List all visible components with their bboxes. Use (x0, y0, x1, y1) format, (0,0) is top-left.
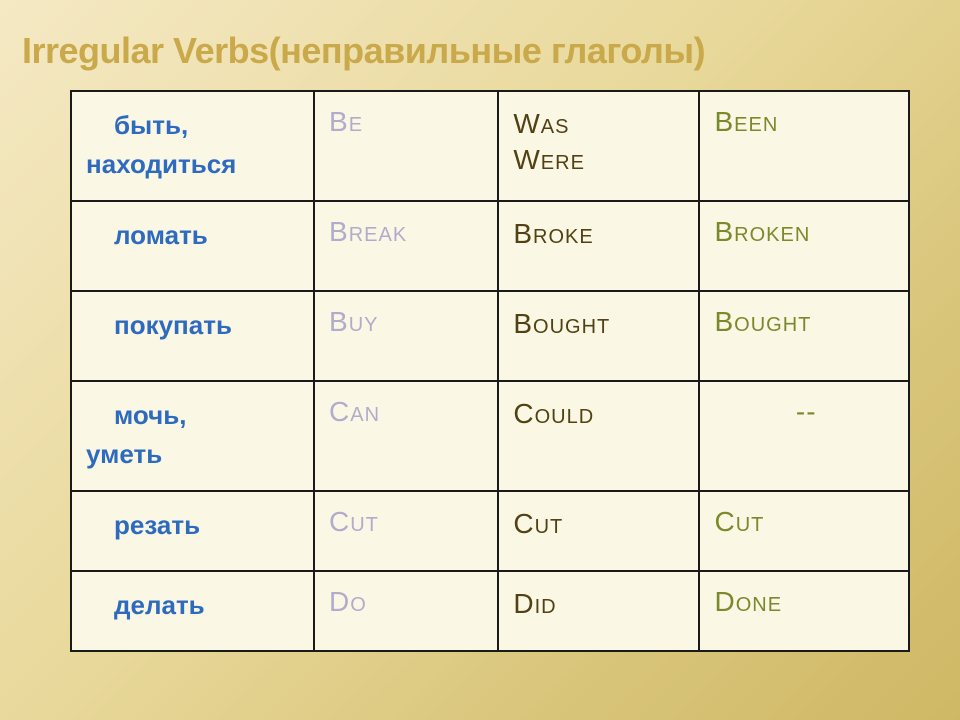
past-form-cell: Could (498, 381, 699, 491)
verbs-table-wrap: быть,находитьсяBeWasWereBeenломатьBreakB… (70, 90, 910, 652)
russian-line2: находиться (86, 149, 236, 179)
participle-cell: Done (699, 571, 909, 651)
past-line1: Bought (513, 308, 610, 339)
russian-line1: делать (86, 586, 205, 625)
past-line2: Were (513, 144, 585, 175)
past-form-cell: Was Were (498, 91, 699, 201)
base-form-cell: Do (314, 571, 498, 651)
past-form-cell: Cut (498, 491, 699, 571)
past-line1: Broke (513, 218, 593, 249)
russian-cell: резать (71, 491, 314, 571)
russian-line2: уметь (86, 439, 162, 469)
participle-cell: Been (699, 91, 909, 201)
past-line1: Cut (513, 508, 563, 539)
table-row: ломать Break Broke Broken (71, 201, 909, 291)
base-form-cell: Can (314, 381, 498, 491)
russian-line1: резать (86, 506, 200, 545)
base-form-cell: Cut (314, 491, 498, 571)
base-form-cell: Break (314, 201, 498, 291)
russian-cell: покупать (71, 291, 314, 381)
past-form-cell: Broke (498, 201, 699, 291)
past-form-cell: Did (498, 571, 699, 651)
russian-cell: ломать (71, 201, 314, 291)
past-form-cell: Bought (498, 291, 699, 381)
base-form-cell: Be (314, 91, 498, 201)
table-row: делать Do Did Done (71, 571, 909, 651)
base-form-cell: Buy (314, 291, 498, 381)
past-line1: Was (513, 108, 569, 139)
past-line1: Did (513, 588, 556, 619)
participle-cell: Bought (699, 291, 909, 381)
russian-line1: ломать (86, 216, 208, 255)
russian-line1: быть, (86, 106, 188, 145)
table-row: резать Cut Cut Cut (71, 491, 909, 571)
russian-line1: мочь, (86, 396, 186, 435)
past-line1: Could (513, 398, 594, 429)
russian-cell: делать (71, 571, 314, 651)
page-title: Irregular Verbs(неправильные глаголы) (22, 30, 705, 72)
table-row: мочь, уметь Can Could -- (71, 381, 909, 491)
participle-cell: Cut (699, 491, 909, 571)
table-row: покупать Buy Bought Bought (71, 291, 909, 381)
russian-cell: быть, находиться (71, 91, 314, 201)
verbs-table: быть,находитьсяBeWasWereBeenломатьBreakB… (70, 90, 910, 652)
participle-cell: -- (699, 381, 909, 491)
participle-cell: Broken (699, 201, 909, 291)
russian-line1: покупать (86, 306, 232, 345)
table-row: быть, находиться Be Was Were Been (71, 91, 909, 201)
russian-cell: мочь, уметь (71, 381, 314, 491)
